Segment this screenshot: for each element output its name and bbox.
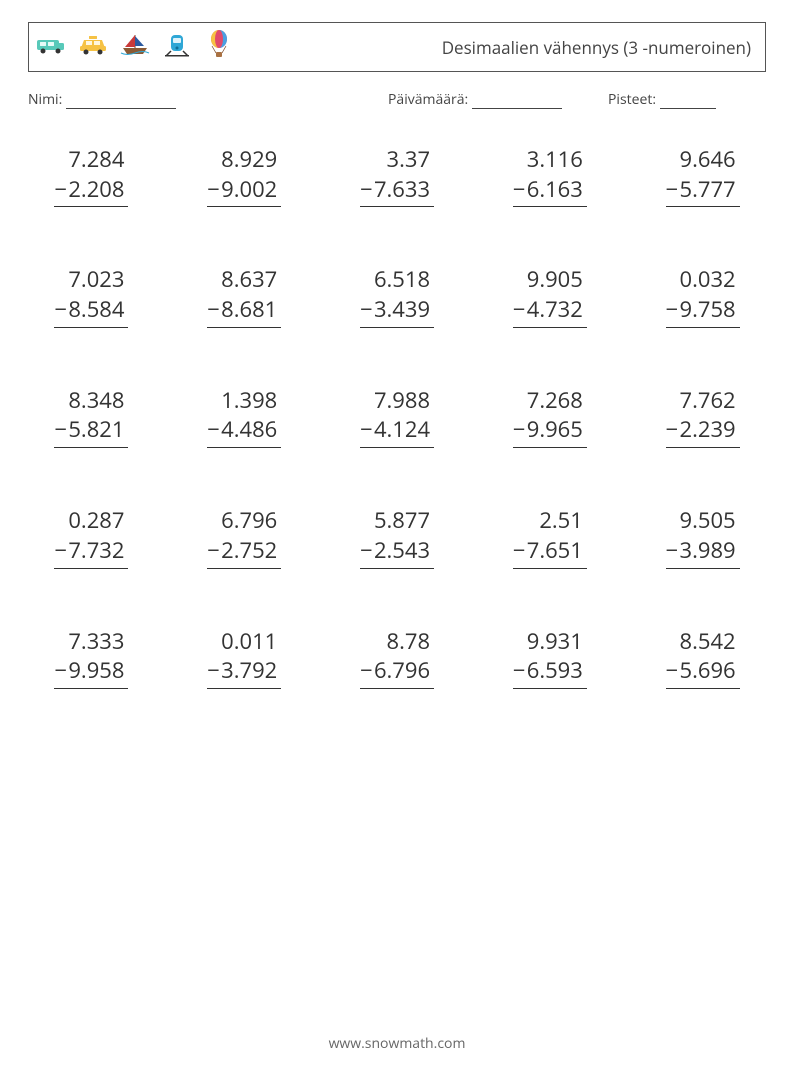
subtraction-problem: 0.2877.732 — [28, 506, 155, 568]
worksheet-header: Desimaalien vähennys (3 -numeroinen) — [28, 22, 766, 72]
van-icon — [35, 29, 67, 66]
subtrahend: 6.163 — [513, 175, 587, 208]
subtrahend: 9.002 — [207, 175, 281, 208]
taxi-icon — [77, 29, 109, 66]
minuend: 8.929 — [207, 145, 281, 175]
subtraction-problem: 3.1166.163 — [486, 145, 613, 207]
subtraction-problem: 2.517.651 — [486, 506, 613, 568]
subtraction-problem: 5.8772.543 — [334, 506, 461, 568]
score-blank[interactable] — [660, 94, 716, 109]
subtraction-problem: 6.5183.439 — [334, 265, 461, 327]
score-field: Pisteet: — [608, 90, 716, 109]
subtraction-problem: 8.786.796 — [334, 627, 461, 689]
train-icon — [161, 29, 193, 66]
subtraction-problem: 8.9299.002 — [181, 145, 308, 207]
subtraction-problem: 8.6378.681 — [181, 265, 308, 327]
minuend: 5.877 — [360, 506, 434, 536]
minuend: 2.51 — [513, 506, 587, 536]
subtrahend: 9.958 — [54, 656, 128, 689]
subtrahend: 2.543 — [360, 536, 434, 569]
balloon-icon — [203, 29, 235, 66]
minuend: 8.348 — [54, 386, 128, 416]
subtraction-problem: 8.3485.821 — [28, 386, 155, 448]
subtrahend: 4.486 — [207, 415, 281, 448]
minuend: 6.518 — [360, 265, 434, 295]
name-label: Nimi: — [28, 90, 62, 109]
minuend: 1.398 — [207, 386, 281, 416]
minuend: 3.116 — [513, 145, 587, 175]
minuend: 8.542 — [666, 627, 740, 657]
minuend: 9.905 — [513, 265, 587, 295]
subtrahend: 5.696 — [666, 656, 740, 689]
subtrahend: 8.681 — [207, 295, 281, 328]
subtrahend: 6.796 — [360, 656, 434, 689]
minuend: 0.011 — [207, 627, 281, 657]
worksheet-title: Desimaalien vähennys (3 -numeroinen) — [442, 36, 751, 59]
problems-grid: 7.2842.208 8.9299.002 3.377.633 3.1166.163 9… — [28, 145, 766, 689]
subtraction-problem: 9.9054.732 — [486, 265, 613, 327]
subtrahend: 9.965 — [513, 415, 587, 448]
date-blank[interactable] — [472, 94, 562, 109]
minuend: 9.505 — [666, 506, 740, 536]
subtrahend: 7.651 — [513, 536, 587, 569]
sailboat-icon — [119, 29, 151, 66]
score-label: Pisteet: — [608, 90, 656, 109]
subtrahend: 3.792 — [207, 656, 281, 689]
subtrahend: 5.821 — [54, 415, 128, 448]
minuend: 7.023 — [54, 265, 128, 295]
header-icons — [35, 29, 235, 66]
subtrahend: 2.752 — [207, 536, 281, 569]
minuend: 0.287 — [54, 506, 128, 536]
minuend: 7.333 — [54, 627, 128, 657]
minuend: 6.796 — [207, 506, 281, 536]
subtraction-problem: 7.2842.208 — [28, 145, 155, 207]
minuend: 7.284 — [54, 145, 128, 175]
subtraction-problem: 0.0329.758 — [639, 265, 766, 327]
date-field: Päivämäärä: — [388, 90, 608, 109]
subtrahend: 9.758 — [666, 295, 740, 328]
subtraction-problem: 9.5053.989 — [639, 506, 766, 568]
subtraction-problem: 7.9884.124 — [334, 386, 461, 448]
subtrahend: 7.633 — [360, 175, 434, 208]
minuend: 3.37 — [360, 145, 434, 175]
subtrahend: 2.239 — [666, 415, 740, 448]
minuend: 9.931 — [513, 627, 587, 657]
minuend: 7.988 — [360, 386, 434, 416]
subtrahend: 3.439 — [360, 295, 434, 328]
subtraction-problem: 3.377.633 — [334, 145, 461, 207]
subtrahend: 4.124 — [360, 415, 434, 448]
minuend: 8.637 — [207, 265, 281, 295]
subtrahend: 5.777 — [666, 175, 740, 208]
minuend: 0.032 — [666, 265, 740, 295]
subtraction-problem: 9.9316.593 — [486, 627, 613, 689]
subtraction-problem: 7.3339.958 — [28, 627, 155, 689]
subtraction-problem: 7.7622.239 — [639, 386, 766, 448]
subtrahend: 7.732 — [54, 536, 128, 569]
fields-row: Nimi: Päivämäärä: Pisteet: — [28, 90, 766, 109]
subtraction-problem: 7.0238.584 — [28, 265, 155, 327]
subtrahend: 6.593 — [513, 656, 587, 689]
name-blank[interactable] — [66, 94, 176, 109]
name-field: Nimi: — [28, 90, 388, 109]
date-label: Päivämäärä: — [388, 90, 468, 109]
subtrahend: 3.989 — [666, 536, 740, 569]
subtraction-problem: 9.6465.777 — [639, 145, 766, 207]
subtraction-problem: 6.7962.752 — [181, 506, 308, 568]
minuend: 8.78 — [360, 627, 434, 657]
subtraction-problem: 0.0113.792 — [181, 627, 308, 689]
subtraction-problem: 8.5425.696 — [639, 627, 766, 689]
subtrahend: 8.584 — [54, 295, 128, 328]
footer-url: www.snowmath.com — [0, 1034, 794, 1053]
subtraction-problem: 7.2689.965 — [486, 386, 613, 448]
subtrahend: 2.208 — [54, 175, 128, 208]
subtrahend: 4.732 — [513, 295, 587, 328]
minuend: 7.762 — [666, 386, 740, 416]
minuend: 9.646 — [666, 145, 740, 175]
minuend: 7.268 — [513, 386, 587, 416]
subtraction-problem: 1.3984.486 — [181, 386, 308, 448]
